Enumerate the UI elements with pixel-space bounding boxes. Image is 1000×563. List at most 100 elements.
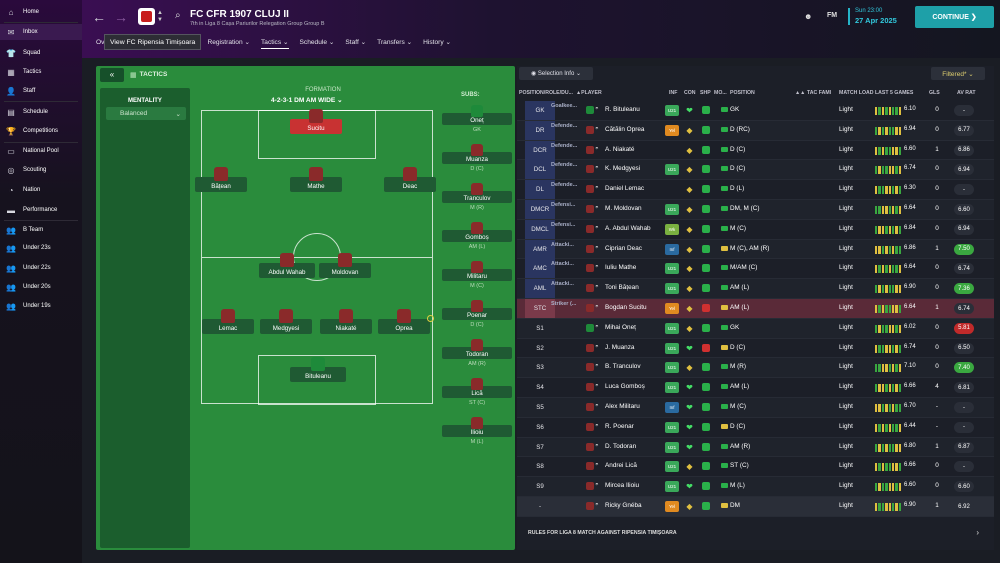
- player-name[interactable]: Ciprian Deac: [605, 244, 642, 252]
- table-row[interactable]: S2 ◓ J. Muanza U21 ❤ D (C) Light 6.74 0 6.50: [517, 339, 994, 359]
- table-row[interactable]: S5 ◓ Alex Militaru Inf ❤ M (C) Light 6.70 - -: [517, 398, 994, 418]
- tab-history[interactable]: History ⌄: [423, 39, 452, 46]
- player-name[interactable]: Andrei Lică: [605, 462, 637, 470]
- selection-info-button[interactable]: ◉ Selection Info ⌄: [519, 67, 593, 80]
- sidebar-item-under-19s[interactable]: 👥 Under 19s: [0, 298, 82, 314]
- column-header[interactable]: ▲PLAYER: [576, 90, 602, 96]
- sidebar-item-tactics[interactable]: ▦ Tactics: [0, 64, 82, 80]
- player-name[interactable]: Ricky Gnéba: [605, 502, 642, 509]
- column-header[interactable]: LAST 5 GAMES: [875, 90, 914, 96]
- column-header[interactable]: MO...: [714, 90, 727, 96]
- player-name[interactable]: D. Todoran: [605, 442, 637, 450]
- filter-button[interactable]: Filtered* ⌄: [931, 67, 985, 80]
- table-row[interactable]: S3 ◓ B. Tranculov U21 ◆ M (R) Light 7.10 0 7.40: [517, 358, 994, 379]
- table-row[interactable]: S8 ◓ Andrei Lică U21 ◆ ST (C) Light 6.66 0 -: [517, 457, 994, 478]
- column-header[interactable]: MATCH LOAD: [839, 90, 874, 96]
- pitch-player[interactable]: Oprea: [378, 309, 430, 334]
- table-row[interactable]: DMCR Defensi... ◓ M. Moldovan U21 ◆ DM, M (C) L…: [517, 200, 994, 220]
- table-row[interactable]: S7 ◓ D. Todoran U21 ❤ AM (R) Light 6.80 1 6.87: [517, 437, 994, 458]
- table-row[interactable]: DL Defende... ◓ Daniel Lemac ◆ D (L) Light 6.30…: [517, 180, 994, 200]
- pitch-player[interactable]: Bituleanu: [290, 357, 346, 382]
- player-name[interactable]: Mircea Ilioiu: [605, 482, 640, 490]
- player-name[interactable]: Mihai Oneț: [605, 323, 636, 331]
- club-badge[interactable]: [138, 8, 155, 25]
- column-header[interactable]: TAC FAMI: [807, 90, 832, 96]
- table-row[interactable]: - ◓ Ricky Gnéba Yel ◆ DM Light 6.90 1 6.92: [517, 497, 994, 517]
- player-name[interactable]: Toni Bățean: [605, 284, 639, 292]
- table-row[interactable]: GK Goalkee... ◓ R. Bituleanu U21 ❤ GK Light 6.10…: [517, 101, 994, 121]
- player-name[interactable]: M. Moldovan: [605, 205, 642, 212]
- sidebar-item-under-22s[interactable]: 👥 Under 22s: [0, 260, 82, 276]
- player-name[interactable]: Alex Militaru: [605, 403, 640, 410]
- sidebar-item-staff[interactable]: 👤 Staff: [0, 83, 82, 99]
- sub-player[interactable]: Lică ST (C): [442, 378, 512, 406]
- formation-select[interactable]: 4-2-3-1 DM AM WIDE ⌄: [271, 97, 343, 104]
- sidebar-item-competitions[interactable]: 🏆 Competitions: [0, 123, 82, 139]
- back-arrow-icon[interactable]: ←: [92, 9, 106, 25]
- table-row[interactable]: AMR Attacki... ◓ Ciprian Deac Inf ◆ M (C), AM …: [517, 239, 994, 260]
- player-name[interactable]: Cătălin Oprea: [605, 125, 645, 133]
- column-header[interactable]: CON: [684, 90, 696, 96]
- sidebar-item-under-23s[interactable]: 👥 Under 23s: [0, 240, 82, 256]
- table-row[interactable]: S4 ◓ Luca Gomboș U21 ❤ AM (L) Light 6.66 4 6.81: [517, 378, 994, 398]
- sidebar-item-scouting[interactable]: ◎ Scouting: [0, 162, 82, 178]
- column-header[interactable]: ▲▲: [795, 90, 806, 96]
- collapse-button[interactable]: «: [100, 67, 124, 82]
- sidebar-item-squad[interactable]: 👕 Squad: [0, 45, 82, 61]
- pitch-player[interactable]: Sucitu: [290, 109, 342, 134]
- sub-player[interactable]: Tranculov M (R): [442, 183, 512, 211]
- table-row[interactable]: DR Defende... ◓ Cătălin Oprea Yel ◆ D (RC) Ligh…: [517, 120, 994, 141]
- table-row[interactable]: S6 ◓ R. Poenar U21 ❤ D (C) Light 6.44 - -: [517, 418, 994, 438]
- sub-player[interactable]: Todoran AM (R): [442, 339, 512, 367]
- player-name[interactable]: Daniel Lemac: [605, 185, 645, 193]
- player-name[interactable]: J. Muanza: [605, 343, 635, 351]
- sub-player[interactable]: Militaru M (C): [442, 261, 512, 289]
- match-rules-link[interactable]: RULES FOR LIGA 8 MATCH AGAINST RIPENSIA …: [528, 530, 677, 536]
- column-header[interactable]: POSITION: [730, 90, 755, 96]
- sidebar-item-performance[interactable]: ▬ Performance: [0, 202, 82, 218]
- sidebar-item-nation[interactable]: ◔ Nation: [0, 182, 82, 198]
- sub-player[interactable]: Ilioiu M (L): [442, 417, 512, 445]
- column-header[interactable]: AV RAT: [957, 90, 976, 96]
- column-header[interactable]: SHP: [700, 90, 711, 96]
- table-row[interactable]: S9 ◓ Mircea Ilioiu U21 ❤ M (L) Light 6.60 0 6.60: [517, 477, 994, 497]
- mentality-select[interactable]: Balanced ⌄: [106, 107, 186, 120]
- sidebar-item-schedule[interactable]: ▤ Schedule: [0, 104, 82, 120]
- player-name[interactable]: Bogdan Sucitu: [605, 304, 647, 311]
- sub-player[interactable]: Muanza D (C): [442, 144, 512, 172]
- player-name[interactable]: R. Bituleanu: [605, 106, 640, 113]
- tab-staff[interactable]: Staff ⌄: [345, 39, 367, 46]
- tab-schedule[interactable]: Schedule ⌄: [299, 39, 335, 46]
- column-header[interactable]: INF: [669, 90, 678, 96]
- table-row[interactable]: STC Striker (... ◓ Bogdan Sucitu Yel ◆ AM (L) L…: [517, 299, 994, 319]
- search-icon[interactable]: ⌕: [175, 10, 181, 21]
- player-name[interactable]: K. Medgyesi: [605, 165, 641, 173]
- pitch-player[interactable]: Medgyesi: [260, 309, 312, 334]
- tab-registration[interactable]: Registration ⌄: [207, 39, 250, 46]
- pitch-player[interactable]: Abdul Wahab: [259, 253, 315, 278]
- pitch-player[interactable]: Deac: [384, 167, 436, 192]
- player-name[interactable]: A. Abdul Wahab: [605, 224, 651, 232]
- player-name[interactable]: Luca Gomboș: [605, 383, 645, 391]
- player-name[interactable]: A. Niakaté: [605, 145, 635, 153]
- club-name[interactable]: FC CFR 1907 CLUJ II: [190, 9, 289, 20]
- fm-icon[interactable]: FM: [827, 12, 838, 19]
- sub-player[interactable]: Poenar D (C): [442, 300, 512, 328]
- tab-tactics[interactable]: Tactics ⌄: [260, 38, 289, 49]
- sidebar-item-under-20s[interactable]: 👥 Under 20s: [0, 279, 82, 295]
- sidebar-item-b-team[interactable]: 👥 B Team: [0, 222, 82, 238]
- column-header[interactable]: POSITION/ROLE/DU...: [519, 90, 573, 96]
- pitch-player[interactable]: Lemac: [202, 309, 254, 334]
- chevron-right-icon[interactable]: ›: [976, 528, 979, 537]
- table-row[interactable]: S1 ◓ Mihai Oneț U21 ◆ GK Light 6.02 0 5.81: [517, 318, 994, 339]
- player-name[interactable]: R. Poenar: [605, 422, 634, 430]
- sub-player[interactable]: Gomboș AM (L): [442, 222, 512, 250]
- table-row[interactable]: DCR Defende... ◓ A. Niakaté ◆ D (C) Light 6.60 1…: [517, 140, 994, 161]
- sub-player[interactable]: Oneț GK: [442, 105, 512, 133]
- column-header[interactable]: GLS: [929, 90, 940, 96]
- table-row[interactable]: DMCL Defensi... ◓ A. Abdul Wahab Wk ◆ M (C) Lig…: [517, 219, 994, 240]
- table-row[interactable]: AMC Attacki... ◓ Iuliu Mathe U21 ◆ M/AM (C) Lig…: [517, 259, 994, 280]
- pitch-player[interactable]: Moldovan: [319, 253, 371, 278]
- person-icon[interactable]: ☻: [804, 12, 813, 21]
- tab-ov[interactable]: Ov: [96, 38, 105, 46]
